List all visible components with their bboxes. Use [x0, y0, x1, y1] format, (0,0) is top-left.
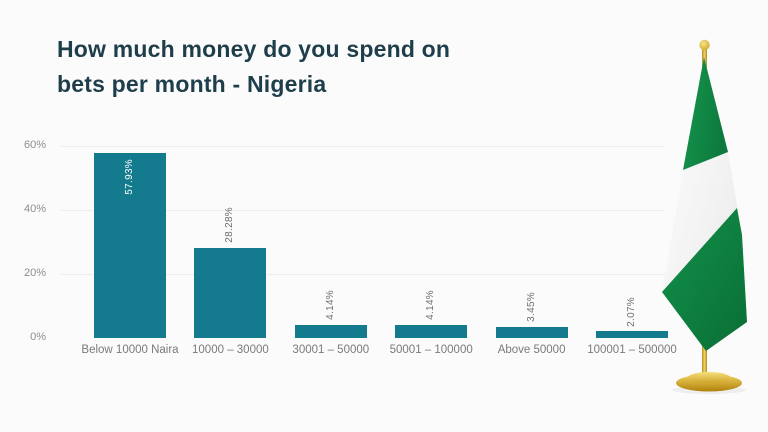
x-axis-category-label: Below 10000 Naira: [81, 344, 179, 356]
page-title-line2: bets per month - Nigeria: [57, 71, 327, 97]
bar-4: [495, 326, 568, 338]
bar-value-label: 2.07%: [626, 296, 637, 327]
bar-3: [395, 324, 468, 338]
y-axis-tick-label: 0%: [30, 331, 46, 343]
page-title: How much money do you spend on bets per …: [57, 32, 450, 102]
x-axis-category-label: 10000 – 30000: [192, 344, 269, 356]
bar-value-label: 57.93%: [124, 158, 135, 195]
y-axis-tick-label: 20%: [23, 267, 46, 280]
y-axis-tick-label: 60%: [23, 139, 46, 152]
x-axis-category-label: 50001 – 100000: [389, 344, 473, 356]
flag-finial-ball-icon: [699, 39, 710, 51]
bar-value-label: 28.28%: [224, 206, 236, 243]
gridline: [60, 274, 665, 276]
bar-0: [94, 152, 166, 338]
gridline: [60, 210, 665, 212]
page-title-line1: How much money do you spend on: [57, 36, 451, 62]
bar-value-label: 4.14%: [425, 289, 437, 320]
bar-1: [194, 247, 267, 338]
gridline: [60, 146, 665, 148]
bar-5: [596, 331, 668, 338]
x-axis-category-label: 30001 – 50000: [292, 344, 370, 356]
bar-value-label: 4.14%: [324, 289, 336, 320]
x-axis-category-label: 100001 – 500000: [587, 344, 677, 356]
nigeria-flag-illustration: [662, 39, 747, 394]
y-axis-tick-label: 40%: [23, 203, 46, 216]
bar-2: [294, 324, 367, 338]
flag-base-top: [688, 372, 730, 383]
bar-value-label: 3.45%: [525, 292, 537, 322]
x-axis-category-label: Above 50000: [497, 344, 566, 356]
flag-cloth-green-top: [683, 57, 728, 170]
flag-cloth-green-bottom: [662, 208, 747, 351]
